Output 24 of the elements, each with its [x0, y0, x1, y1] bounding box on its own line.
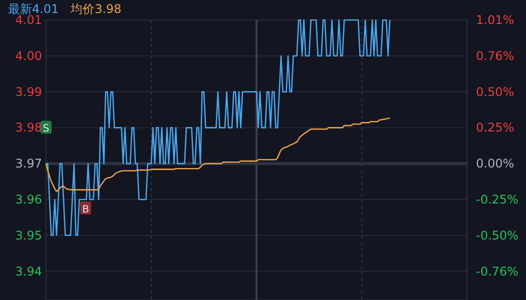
- annotation: B: [82, 204, 90, 216]
- y-tick-label: 4.00: [15, 48, 42, 63]
- y2-tick-label: -0.50%: [476, 228, 518, 242]
- y-tick-label: 3.96: [15, 192, 42, 206]
- y-tick-label: 3.94: [15, 264, 42, 278]
- annotation: S: [42, 124, 50, 135]
- y-tick-label: 3.95: [15, 228, 42, 242]
- y2-tick-label: -0.76%: [476, 264, 518, 278]
- y2-tick-label: 0.00%: [476, 156, 514, 171]
- y2-tick-label: -0.25%: [476, 192, 518, 207]
- y2-tick-label: 0.25%: [476, 120, 514, 135]
- y2-tick-label: 0.50%: [476, 84, 514, 99]
- y-tick-label: 4.01: [15, 13, 42, 27]
- y2-tick-label: 1.01%: [476, 13, 514, 27]
- y-tick-label: 3.98: [15, 120, 42, 135]
- y-tick-label: 3.97: [15, 156, 42, 171]
- line-series: [45, 117, 390, 192]
- trade-badge: B: [80, 201, 92, 216]
- trade-badge: S: [40, 120, 52, 135]
- y-tick-label: 3.99: [15, 84, 42, 99]
- y2-tick-label: 0.76%: [476, 48, 514, 63]
- text: 均价3.98: [70, 2, 122, 16]
- line-series: [45, 19, 390, 236]
- text: 最新4.01: [8, 2, 59, 16]
